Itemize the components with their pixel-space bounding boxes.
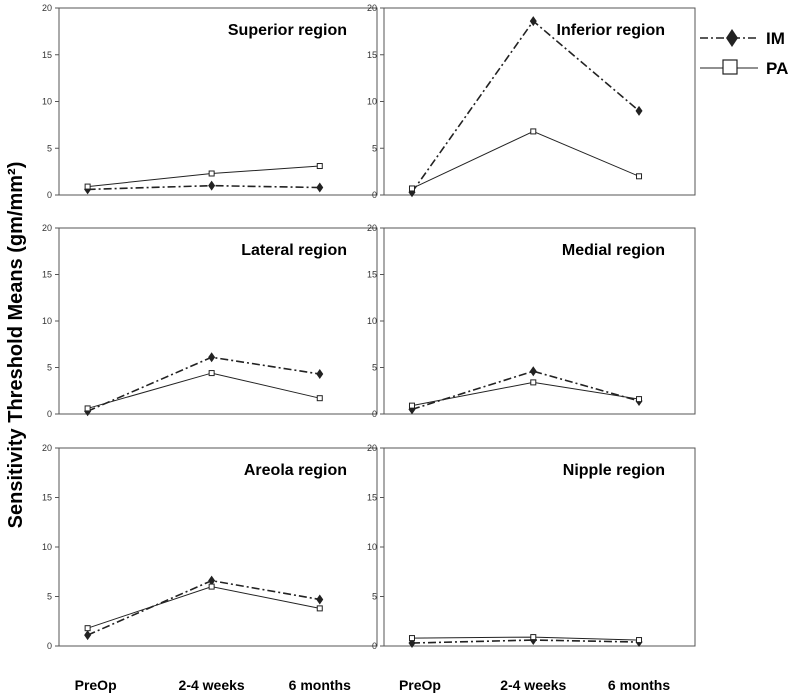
y-tick-label: 10 bbox=[367, 542, 377, 552]
y-tick-label: 20 bbox=[367, 223, 377, 233]
chart-panel: 0 5 10 15 20 Medial region bbox=[367, 223, 696, 419]
pa-point bbox=[636, 396, 643, 403]
chart-panel: 0 5 10 15 20 Superior region bbox=[42, 3, 378, 200]
pa-point bbox=[84, 183, 91, 190]
y-tick-label: 5 bbox=[47, 592, 52, 602]
pa-point bbox=[408, 402, 415, 409]
y-tick-label: 15 bbox=[367, 50, 377, 60]
x-category-label: PreOp bbox=[75, 677, 117, 693]
y-tick-label: 20 bbox=[42, 443, 52, 453]
im-point bbox=[316, 594, 324, 605]
y-tick-label: 0 bbox=[47, 190, 52, 200]
pa-point bbox=[316, 163, 323, 170]
pa-point bbox=[316, 605, 323, 612]
pa-point bbox=[84, 625, 91, 632]
pa-series-line bbox=[87, 165, 320, 188]
legend-item-im: IM bbox=[700, 29, 785, 48]
y-tick-label: 20 bbox=[367, 443, 377, 453]
im-point bbox=[208, 180, 216, 191]
im-series-line bbox=[87, 184, 320, 191]
y-tick-label: 0 bbox=[47, 641, 52, 651]
im-point bbox=[316, 369, 324, 380]
im-series-line bbox=[411, 19, 640, 193]
pa-point bbox=[530, 634, 537, 641]
pa-point bbox=[408, 185, 415, 192]
pa-series-line bbox=[411, 130, 640, 189]
y-tick-label: 10 bbox=[42, 97, 52, 107]
im-point bbox=[316, 182, 324, 193]
y-tick-label: 15 bbox=[367, 270, 377, 280]
x-category-label: 6 months bbox=[608, 677, 670, 693]
y-tick-label: 15 bbox=[42, 270, 52, 280]
im-point bbox=[84, 630, 92, 641]
y-tick-label: 5 bbox=[372, 143, 377, 153]
y-tick-label: 20 bbox=[42, 3, 52, 13]
pa-point bbox=[530, 128, 537, 135]
y-tick-label: 5 bbox=[372, 363, 377, 373]
im-series-line bbox=[87, 356, 320, 412]
y-tick-label: 5 bbox=[47, 143, 52, 153]
x-category-label: PreOp bbox=[399, 677, 441, 693]
chart-panel: 0 5 10 15 20 Inferior region bbox=[367, 3, 696, 200]
pa-point bbox=[636, 173, 643, 180]
y-tick-label: 0 bbox=[372, 190, 377, 200]
legend-label: IM bbox=[766, 29, 785, 48]
im-point bbox=[635, 105, 643, 116]
y-tick-label: 0 bbox=[47, 409, 52, 419]
pa-point bbox=[408, 635, 415, 642]
x-category-label: 6 months bbox=[289, 677, 351, 693]
panel-title: Superior region bbox=[228, 22, 347, 39]
im-point bbox=[529, 16, 537, 27]
pa-series-line bbox=[87, 372, 320, 409]
x-category-labels: PreOp 2-4 weeks 6 months PreOp 2-4 weeks 6 mo… bbox=[75, 677, 671, 693]
im-point bbox=[208, 575, 216, 586]
y-tick-label: 15 bbox=[367, 493, 377, 503]
pa-point bbox=[208, 583, 215, 590]
pa-point bbox=[316, 395, 323, 402]
panel-title: Inferior region bbox=[557, 22, 665, 39]
pa-point bbox=[636, 637, 643, 644]
panel-title: Lateral region bbox=[241, 242, 347, 259]
chart-panels: 0 5 10 15 20 Superior region 0 5 10 15 20 Inferior … bbox=[42, 3, 696, 651]
x-category-label: 2-4 weeks bbox=[179, 677, 245, 693]
y-tick-label: 15 bbox=[42, 50, 52, 60]
legend: IM PA bbox=[700, 29, 788, 78]
pa-point bbox=[84, 405, 91, 412]
chart-panel: 0 5 10 15 20 Nipple region bbox=[367, 443, 696, 651]
panel-title: Medial region bbox=[562, 242, 665, 259]
panel-title: Areola region bbox=[244, 462, 347, 479]
x-category-label: 2-4 weeks bbox=[500, 677, 566, 693]
y-tick-label: 0 bbox=[372, 409, 377, 419]
y-tick-label: 10 bbox=[367, 97, 377, 107]
legend-item-pa: PA bbox=[700, 59, 788, 78]
pa-series-line bbox=[411, 381, 640, 407]
y-tick-label: 20 bbox=[367, 3, 377, 13]
y-tick-label: 0 bbox=[372, 641, 377, 651]
legend-label: PA bbox=[766, 59, 788, 78]
y-tick-label: 5 bbox=[47, 363, 52, 373]
y-tick-label: 15 bbox=[42, 493, 52, 503]
y-tick-label: 10 bbox=[42, 542, 52, 552]
y-tick-label: 20 bbox=[42, 223, 52, 233]
pa-point bbox=[208, 170, 215, 177]
legend-marker bbox=[726, 29, 738, 47]
im-point bbox=[208, 352, 216, 363]
pa-point bbox=[530, 379, 537, 386]
legend-marker bbox=[722, 59, 738, 75]
im-point bbox=[529, 366, 537, 377]
y-tick-label: 10 bbox=[42, 316, 52, 326]
chart-panel: 0 5 10 15 20 Areola region bbox=[42, 443, 378, 651]
y-axis-label: Sensitivity Threshold Means (gm/mm²) bbox=[5, 162, 27, 529]
panel-title: Nipple region bbox=[563, 462, 665, 479]
y-tick-label: 5 bbox=[372, 592, 377, 602]
im-series-line bbox=[411, 639, 640, 644]
chart-panel: 0 5 10 15 20 Lateral region bbox=[42, 223, 378, 419]
im-series-line bbox=[411, 370, 640, 411]
pa-point bbox=[208, 370, 215, 377]
y-tick-label: 10 bbox=[367, 316, 377, 326]
